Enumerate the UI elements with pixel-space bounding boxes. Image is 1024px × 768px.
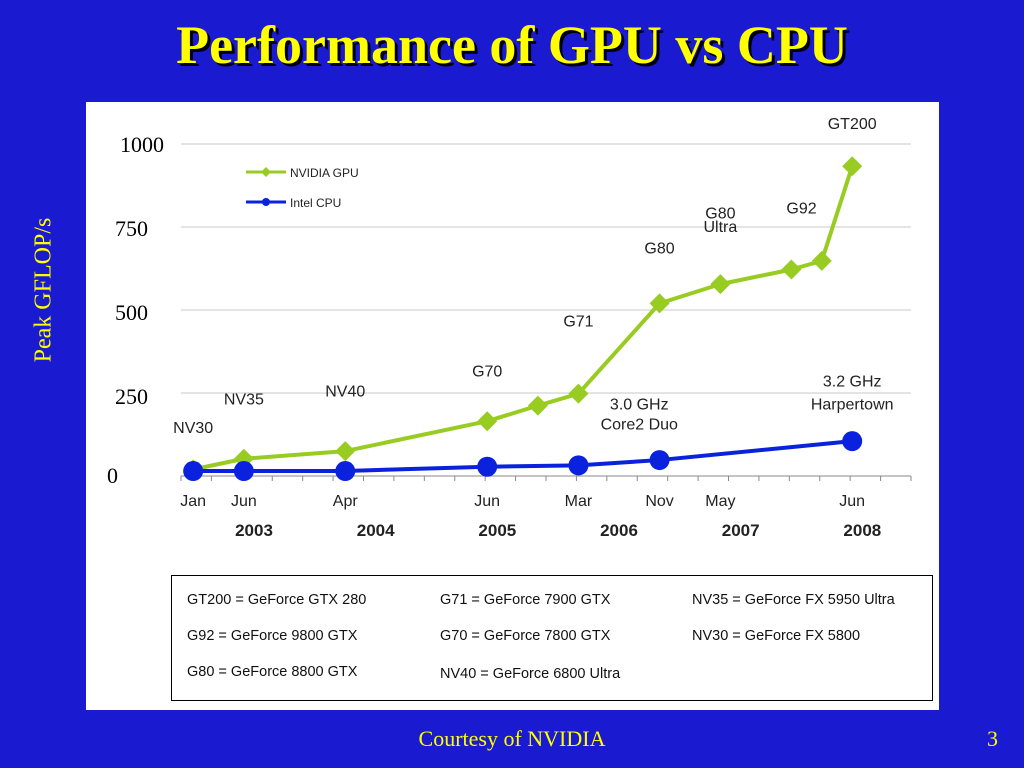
chart-annotation: NV40 bbox=[325, 383, 365, 400]
gpu-marker bbox=[335, 441, 356, 462]
x-tick-label: Mar bbox=[565, 493, 593, 510]
gpu-marker bbox=[477, 411, 498, 432]
chart-annotation: 3.0 GHz bbox=[610, 397, 669, 414]
y-tick-label: 750 bbox=[115, 216, 148, 241]
x-year-label: 2006 bbox=[600, 521, 638, 540]
cpu-marker bbox=[477, 456, 498, 477]
cpu-marker bbox=[649, 450, 670, 471]
gpu-marker bbox=[649, 293, 670, 314]
x-tick-label: Jun bbox=[474, 493, 500, 510]
legend-label: NVIDIA GPU bbox=[290, 166, 359, 180]
glossary-entry: NV30 = GeForce FX 5800 bbox=[692, 628, 861, 644]
glossary-entry: G80 = GeForce 8800 GTX bbox=[187, 664, 358, 680]
chart-annotation: G80 bbox=[644, 241, 674, 258]
page-number: 3 bbox=[987, 726, 998, 751]
x-tick-label: Jan bbox=[180, 493, 206, 510]
x-tick-label: Jun bbox=[839, 493, 865, 510]
x-year-label: 2003 bbox=[235, 521, 273, 540]
y-tick-label: 500 bbox=[115, 300, 148, 325]
gpu-marker bbox=[568, 383, 589, 404]
legend-marker bbox=[261, 167, 271, 177]
gpu-marker bbox=[781, 259, 802, 280]
cpu-marker bbox=[335, 461, 356, 482]
gpu-marker bbox=[842, 156, 863, 177]
y-axis-label: Peak GFLOP/s bbox=[30, 217, 57, 363]
x-tick-label: Nov bbox=[645, 493, 673, 510]
chart-annotation: Ultra bbox=[703, 219, 737, 236]
legend-marker bbox=[262, 198, 270, 206]
cpu-marker bbox=[233, 461, 254, 482]
glossary-entry: NV40 = GeForce 6800 Ultra bbox=[440, 666, 621, 682]
gpu-marker bbox=[527, 395, 548, 416]
chart-annotation: NV35 bbox=[224, 392, 264, 409]
series-line bbox=[192, 165, 855, 472]
footer-credit: Courtesy of NVIDIA bbox=[418, 726, 606, 751]
x-tick-label: Apr bbox=[333, 493, 359, 510]
y-tick-label: 1000 bbox=[120, 132, 164, 157]
glossary-entry: G71 = GeForce 7900 GTX bbox=[440, 592, 611, 608]
cpu-marker bbox=[842, 431, 863, 452]
cpu-marker bbox=[183, 461, 204, 482]
model-glossary: GT200 = GeForce GTX 280 G92 = GeForce 98… bbox=[171, 575, 933, 701]
chart-panel: Jan Jun Apr Jun Mar Nov May Jun 2003 2004 2005 2006… bbox=[86, 102, 939, 710]
x-tick-label: Jun bbox=[231, 493, 257, 510]
slide-title: Performance of GPU vs CPU bbox=[176, 15, 848, 75]
gpu-marker bbox=[811, 250, 832, 271]
chart-annotation: Core2 Duo bbox=[601, 417, 678, 434]
chart-annotation: Harpertown bbox=[811, 397, 894, 414]
legend-label: Intel CPU bbox=[290, 196, 341, 210]
cpu-marker bbox=[568, 455, 589, 476]
chart-annotation: G70 bbox=[472, 363, 502, 380]
glossary-entry: G70 = GeForce 7800 GTX bbox=[440, 628, 611, 644]
chart-annotation: G92 bbox=[786, 201, 816, 218]
chart-annotation: NV30 bbox=[173, 420, 213, 437]
glossary-entry: GT200 = GeForce GTX 280 bbox=[187, 592, 367, 608]
chart-annotation: G80 bbox=[705, 206, 735, 223]
y-tick-label: 0 bbox=[107, 463, 118, 488]
chart-svg: Jan Jun Apr Jun Mar Nov May Jun 2003 2004 2005 2006… bbox=[173, 116, 912, 540]
chart-annotation: G71 bbox=[563, 314, 593, 331]
glossary-entry: NV35 = GeForce FX 5950 Ultra bbox=[692, 592, 895, 608]
chart-annotation: GT200 bbox=[828, 116, 877, 133]
x-tick-label: May bbox=[705, 493, 735, 510]
x-year-label: 2007 bbox=[722, 521, 760, 540]
glossary-entry: G92 = GeForce 9800 GTX bbox=[187, 628, 358, 644]
x-year-label: 2004 bbox=[357, 521, 395, 540]
gpu-marker bbox=[710, 274, 731, 295]
y-tick-label: 250 bbox=[115, 384, 148, 409]
x-year-label: 2005 bbox=[478, 521, 516, 540]
x-year-label: 2008 bbox=[843, 521, 881, 540]
chart-annotation: 3.2 GHz bbox=[823, 373, 882, 390]
